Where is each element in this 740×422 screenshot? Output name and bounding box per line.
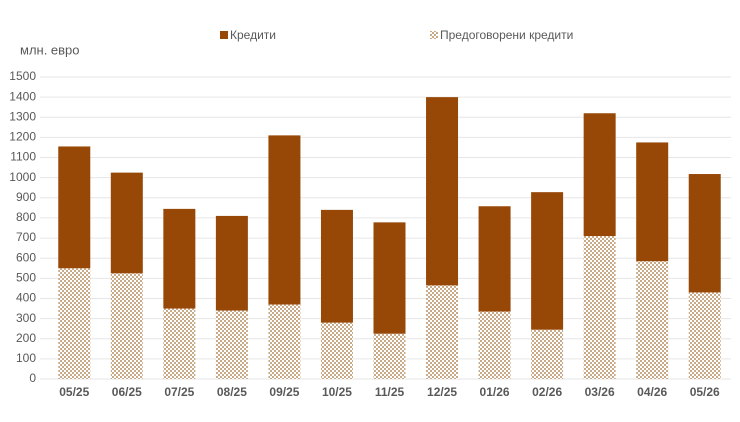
y-tick-label: 1300: [9, 109, 36, 123]
x-tick-label: 10/25: [322, 385, 352, 399]
y-tick-label: 900: [16, 190, 36, 204]
y-axis-title: млн. евро: [20, 42, 80, 57]
bar-segment: [268, 304, 301, 379]
y-tick-label: 1200: [9, 130, 36, 144]
x-tick-label: 11/25: [375, 385, 405, 399]
bar-segment: [320, 322, 353, 379]
bar-segment: [373, 333, 406, 379]
legend-label: Кредити: [230, 28, 276, 42]
x-tick-label: 07/25: [164, 385, 194, 399]
y-tick-label: 300: [16, 311, 36, 325]
bar-segment: [688, 292, 721, 379]
y-tick-label: 700: [16, 230, 36, 244]
x-tick-label: 03/26: [585, 385, 615, 399]
bar-segment: [531, 329, 564, 379]
legend-label: Предоговорени кредити: [440, 28, 573, 42]
bar-segment: [320, 209, 353, 323]
legend-swatch: [430, 31, 438, 39]
y-tick-label: 100: [16, 351, 36, 365]
bar-segment: [215, 215, 248, 311]
y-tick-label: 800: [16, 210, 36, 224]
bar-segment: [531, 192, 564, 330]
y-tick-label: 500: [16, 271, 36, 285]
y-tick-label: 1100: [10, 150, 36, 164]
bar-segment: [688, 174, 721, 293]
bar-segment: [163, 208, 196, 309]
x-tick-label: 05/25: [59, 385, 89, 399]
y-tick-label: 400: [16, 291, 36, 305]
bar-segment: [478, 206, 511, 312]
bar-segment: [110, 273, 143, 379]
legend-swatch: [220, 31, 228, 39]
bar-segment: [215, 310, 248, 379]
x-tick-label: 04/26: [637, 385, 667, 399]
y-tick-label: 200: [16, 331, 36, 345]
y-tick-label: 1000: [9, 170, 36, 184]
x-tick-label: 02/26: [532, 385, 562, 399]
bar-segment: [583, 236, 616, 379]
bar-segment: [636, 261, 669, 379]
y-tick-label: 0: [29, 371, 36, 385]
y-tick-label: 600: [16, 250, 36, 264]
bar-segment: [426, 285, 459, 379]
bar-segment: [268, 135, 301, 305]
bar-segment: [163, 308, 196, 379]
x-tick-label: 12/25: [427, 385, 457, 399]
bar-segment: [583, 113, 616, 237]
y-tick-label: 1400: [9, 89, 36, 103]
x-tick-label: 01/26: [480, 385, 510, 399]
x-tick-label: 05/26: [690, 385, 720, 399]
bar-segment: [373, 222, 406, 334]
bar-segment: [58, 268, 91, 379]
bar-segment: [58, 146, 91, 269]
bar-segment: [110, 172, 143, 274]
x-tick-label: 08/25: [217, 385, 247, 399]
bar-segment: [426, 97, 459, 286]
bar-segment: [636, 142, 669, 262]
x-tick-label: 09/25: [269, 385, 299, 399]
y-tick-label: 1500: [9, 69, 36, 83]
bar-segment: [478, 311, 511, 379]
x-tick-label: 06/25: [112, 385, 142, 399]
